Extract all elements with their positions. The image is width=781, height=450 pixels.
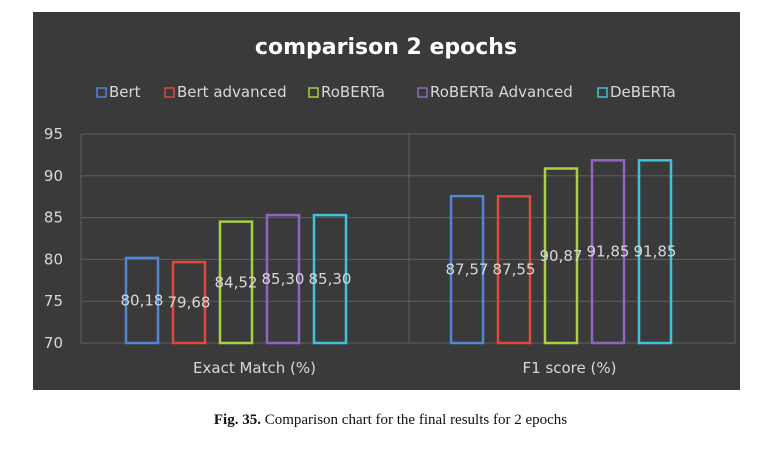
data-label-1-4: 91,85 (634, 243, 677, 261)
data-label-1-1: 87,55 (493, 261, 536, 279)
y-tick-label-2: 80 (44, 250, 63, 268)
bar-0-2 (218, 220, 254, 345)
grid (80, 133, 736, 344)
bar-0-3 (265, 213, 301, 345)
legend-swatch-1 (164, 87, 175, 98)
legend-label-1: Bert advanced (177, 83, 287, 101)
legend-swatch-4 (597, 87, 608, 98)
y-axis: 70 75 80 85 90 95 (44, 125, 63, 352)
legend-label-3: RoBERTa Advanced (430, 83, 573, 101)
x-category-label-0: Exact Match (%) (193, 359, 316, 377)
bars (124, 159, 673, 345)
bar-1-1 (496, 195, 532, 345)
bar-1-3 (590, 159, 626, 345)
y-tick-label-0: 70 (44, 334, 63, 352)
legend-label-4: DeBERTa (610, 83, 676, 101)
figure-caption: Fig. 35. Comparison chart for the final … (0, 412, 781, 429)
y-tick-label-1: 75 (44, 292, 63, 310)
legend-swatch-2 (308, 87, 319, 98)
legend-swatch-0 (96, 87, 107, 98)
bar-0-4 (312, 213, 348, 345)
legend-label-2: RoBERTa (321, 83, 385, 101)
legend-label-0: Bert (109, 83, 141, 101)
legend-swatch-3 (417, 87, 428, 98)
bar-0-1 (171, 260, 207, 345)
data-label-0-4: 85,30 (309, 270, 352, 288)
data-label-0-3: 85,30 (262, 270, 305, 288)
bar-1-0 (449, 194, 485, 345)
data-label-1-3: 91,85 (587, 243, 630, 261)
y-tick-label-5: 95 (44, 125, 63, 143)
bar-chart: comparison 2 epochs Bert Bert advanced RoB… (44, 35, 736, 377)
bar-1-4 (637, 159, 673, 345)
bar-1-2 (543, 167, 579, 345)
caption-text: Comparison chart for the final results f… (260, 412, 568, 428)
y-tick-label-4: 90 (44, 167, 63, 185)
data-label-1-2: 90,87 (540, 247, 583, 265)
legend: Bert Bert advanced RoBERTa RoBERTa Advanced… (96, 83, 676, 101)
data-label-1-0: 87,57 (446, 261, 489, 279)
chart-panel: comparison 2 epochs Bert Bert advanced RoB… (33, 12, 740, 390)
bar-0-0 (124, 256, 160, 345)
data-label-0-1: 79,68 (168, 294, 211, 312)
y-tick-label-3: 85 (44, 209, 63, 227)
x-category-label-1: F1 score (%) (523, 359, 617, 377)
caption-label: Fig. 35. (213, 412, 261, 428)
x-axis: Exact Match (%) F1 score (%) (193, 359, 616, 377)
data-label-0-0: 80,18 (121, 291, 164, 309)
data-label-0-2: 84,52 (215, 273, 258, 291)
chart-title: comparison 2 epochs (255, 35, 517, 60)
